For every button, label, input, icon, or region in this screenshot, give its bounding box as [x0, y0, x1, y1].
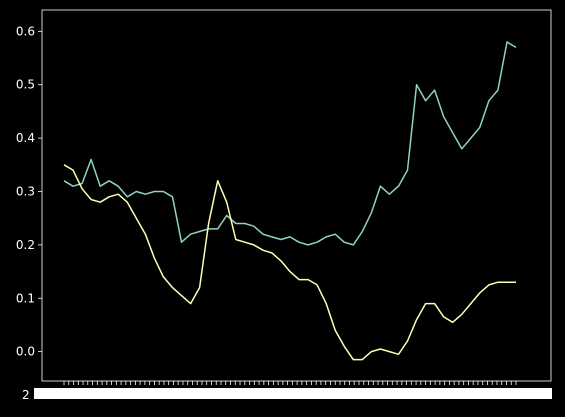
y-tick-label: 0.4: [16, 131, 35, 145]
series-line-2: [63, 164, 516, 361]
y-tick-label: 0.1: [16, 291, 35, 305]
x-tick-label-band: [34, 388, 552, 399]
series-line-1: [63, 41, 517, 246]
y-tick-label: 0.2: [16, 238, 35, 252]
y-tick-label: 0.6: [16, 24, 35, 38]
y-tick-label: 0.5: [16, 78, 35, 92]
y-tick-label: 0.0: [16, 345, 35, 359]
y-tick-label: 0.3: [16, 184, 35, 198]
plot-frame: [41, 9, 552, 382]
x-tick-label-first: 2: [22, 388, 30, 402]
